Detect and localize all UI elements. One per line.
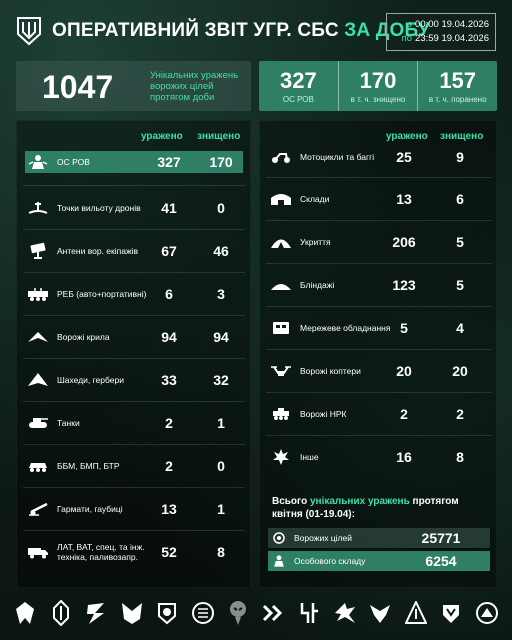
stat-row: Гармати, гаубиці 13 1 xyxy=(25,489,243,529)
column-header-destroyed: знищено xyxy=(440,131,484,142)
ugv-icon xyxy=(268,404,294,424)
stat-row: ББМ, БМП, БТР 2 0 xyxy=(25,446,243,486)
unique-hits-value: 1047 xyxy=(42,69,114,105)
tank-icon xyxy=(25,413,51,433)
antenna-icon xyxy=(25,241,51,261)
column-header-hit: уражено xyxy=(141,131,183,142)
monthly-total-personnel: Особового складу 6254 xyxy=(268,551,490,571)
left-stats-panel: уражено знищено ОС РОВ 327 170 Точки вил… xyxy=(16,120,251,588)
stat-row: Точки вильоту дронів 41 0 xyxy=(25,188,243,228)
copter-icon xyxy=(268,361,294,381)
ew-icon xyxy=(25,284,51,304)
unit-emblem-6-icon xyxy=(190,599,216,627)
stat-row: Укриття 206 5 xyxy=(268,222,490,262)
unit-emblem-10-icon xyxy=(332,599,358,627)
stat-row: Мотоцикли та баггі 25 9 xyxy=(268,137,490,177)
shahed-icon xyxy=(25,370,51,390)
stat-row: ЛАТ, ВАТ, спец. та інж. техніка, паливоз… xyxy=(25,532,243,572)
monthly-total-targets: Ворожих цілей 25771 xyxy=(268,528,490,548)
shelter-icon xyxy=(268,232,294,252)
trident-logo-icon xyxy=(16,16,42,46)
report-period: з 00:00 19.04.2026 по 23:59 19.04.2026 xyxy=(386,13,496,51)
unit-emblem-13-icon xyxy=(438,599,464,627)
right-stats-panel: уражено знищено Мотоцикли та баггі 25 9 … xyxy=(259,120,497,588)
target-icon xyxy=(268,531,290,545)
apc-icon xyxy=(25,456,51,476)
wing-icon xyxy=(25,327,51,347)
warehouse-icon xyxy=(268,189,294,209)
unit-emblem-14-icon xyxy=(474,599,500,627)
stat-row: Мережеве обладнання 5 4 xyxy=(268,308,490,348)
stat-row: Антени вор. екіпажів 67 46 xyxy=(25,231,243,271)
stat-row: Ворожі НРК 2 2 xyxy=(268,394,490,434)
monthly-totals-title: Всього унікальних уражень протягом квітн… xyxy=(272,496,459,520)
stat-row: Ворожі коптери 20 20 xyxy=(268,351,490,391)
unique-hits-summary: 1047 Унікальних уражень ворожих цілей пр… xyxy=(16,61,251,111)
unit-emblem-8-icon xyxy=(261,599,287,627)
stat-row: Ворожі крила 94 94 xyxy=(25,317,243,357)
stat-row: Інше 16 8 xyxy=(268,437,490,477)
unit-emblem-7-icon xyxy=(225,599,251,627)
stat-row: Шахеди, гербери 33 32 xyxy=(25,360,243,400)
unit-emblem-9-icon xyxy=(296,599,322,627)
artillery-icon xyxy=(25,499,51,519)
personnel-icon xyxy=(25,152,51,172)
personnel-icon xyxy=(268,554,290,568)
unit-emblem-3-icon xyxy=(83,599,109,627)
personnel-total: 327 ОС РОВ xyxy=(259,61,339,111)
unit-emblem-1-icon xyxy=(12,599,38,627)
stat-row: Бліндажі 123 5 xyxy=(268,265,490,305)
stat-row: РЕБ (авто+портативні) 6 3 xyxy=(25,274,243,314)
page-title: Оперативний звіт УГР. СБС за добу xyxy=(52,20,430,41)
personnel-summary: 327 ОС РОВ 170 в т. ч. знищено 157 в т. … xyxy=(259,61,497,111)
unit-emblems-row xyxy=(12,596,500,630)
personnel-destroyed: 170 в т. ч. знищено xyxy=(339,61,419,111)
launch-point-icon xyxy=(25,198,51,218)
column-header-destroyed: знищено xyxy=(197,131,241,142)
unique-hits-label: Унікальних уражень ворожих цілей протяго… xyxy=(150,70,239,103)
unit-emblem-12-icon xyxy=(403,599,429,627)
stat-row: ОС РОВ 327 170 xyxy=(25,151,243,173)
stat-row: Склади 13 6 xyxy=(268,179,490,219)
truck-icon xyxy=(25,542,51,562)
dugout-icon xyxy=(268,275,294,295)
header: Оперативний звіт УГР. СБС за добу з 00:00… xyxy=(0,0,512,58)
motorcycle-icon xyxy=(268,147,294,167)
column-header-hit: уражено xyxy=(386,131,428,142)
unit-emblem-5-icon xyxy=(154,599,180,627)
personnel-wounded: 157 в т. ч. поранено xyxy=(428,67,487,104)
network-icon xyxy=(268,318,294,338)
unit-emblem-2-icon xyxy=(48,599,74,627)
unit-emblem-11-icon xyxy=(367,599,393,627)
stat-row: Танки 2 1 xyxy=(25,403,243,443)
explosion-icon xyxy=(268,447,294,467)
unit-emblem-4-icon xyxy=(119,599,145,627)
